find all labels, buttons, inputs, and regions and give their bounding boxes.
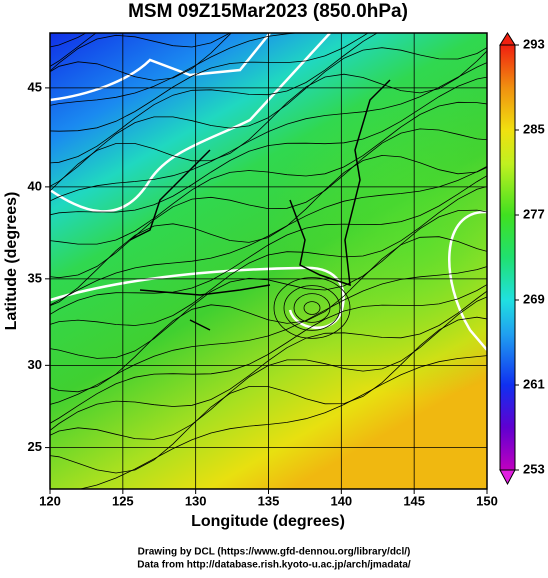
streamline (50, 128, 487, 279)
y-tick-label: 35 (28, 270, 42, 285)
y-tick-label: 45 (28, 79, 42, 94)
streamline (303, 301, 321, 315)
streamline (50, 33, 378, 164)
streamline (50, 101, 487, 245)
colorbar-tick-label: 269 (523, 291, 545, 306)
streamline (50, 316, 487, 474)
contour (50, 33, 271, 102)
contour (50, 266, 345, 329)
map-area (50, 33, 487, 489)
streamline (273, 277, 351, 339)
streamline (78, 355, 487, 489)
colorbar (499, 44, 516, 471)
colorbar-extend (499, 469, 516, 486)
streamline (50, 284, 487, 424)
streamline (50, 33, 301, 106)
x-tick-label: 120 (39, 493, 61, 508)
colorbar-tick-label: 285 (523, 121, 545, 136)
streamline (50, 33, 231, 72)
y-tick-label: 40 (28, 178, 42, 193)
x-tick-label: 130 (185, 493, 207, 508)
x-axis-label: Longitude (degrees) (191, 513, 345, 530)
x-tick-label: 140 (330, 493, 352, 508)
x-tick-label: 145 (403, 493, 425, 508)
streamline (50, 47, 487, 187)
contour (448, 210, 487, 351)
streamline (50, 62, 487, 202)
x-tick-label: 125 (112, 493, 134, 508)
y-tick-label: 25 (28, 439, 42, 454)
x-tick-label: 135 (258, 493, 280, 508)
colorbar-extend (499, 32, 516, 46)
streamline (293, 293, 331, 323)
x-tick-label: 150 (476, 493, 498, 508)
streamline (283, 285, 341, 331)
y-tick-label: 30 (28, 357, 42, 372)
streamline (50, 33, 232, 81)
colorbar-tick-label: 293 (523, 36, 545, 51)
streamline (50, 266, 487, 405)
streamline (50, 154, 487, 307)
credit: Data from http://database.rish.kyoto-u.a… (137, 560, 411, 571)
title: MSM 09Z15Mar2023 (850.0hPa) (128, 1, 408, 22)
colorbar-tick-label: 253 (523, 461, 545, 476)
streamline (50, 50, 487, 192)
colorbar-tick-label: 277 (523, 206, 545, 221)
streamline (50, 76, 487, 216)
streamline (50, 209, 487, 359)
colorbar-tick-label: 261 (523, 376, 545, 391)
credit: Drawing by DCL (https://www.gfd-dennou.o… (138, 547, 411, 558)
streamline (50, 290, 487, 431)
streamline (50, 33, 369, 132)
streamline (50, 186, 487, 326)
streamline (50, 175, 487, 315)
y-axis-label: Latitude (degrees) (3, 192, 20, 331)
streamline (50, 165, 487, 306)
